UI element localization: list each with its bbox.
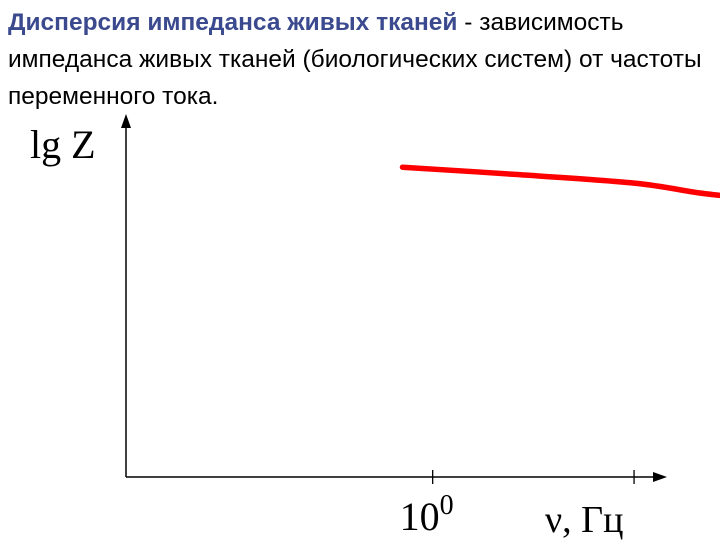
x-axis-arrow: [653, 472, 667, 482]
x-tick-labels: 100103106: [400, 490, 454, 539]
slide-heading: Дисперсия импеданса живых тканей - завис…: [8, 4, 714, 115]
x-axis-label: ν, Гц: [545, 499, 624, 540]
tick-label-exponent: 0: [440, 490, 454, 521]
heading-definition: - зависимость импеданса живых тканей (би…: [8, 9, 702, 110]
series-layer: [399, 164, 720, 199]
x-tick-label: 100: [400, 490, 454, 539]
x-ticks: [432, 470, 635, 484]
series-line: [399, 164, 720, 199]
tick-label-base: 10: [400, 494, 440, 539]
axes: [121, 114, 667, 482]
heading-term: Дисперсия импеданса живых тканей: [8, 9, 458, 36]
y-axis-arrow: [121, 114, 131, 128]
y-axis-label: lg Z: [30, 122, 96, 167]
